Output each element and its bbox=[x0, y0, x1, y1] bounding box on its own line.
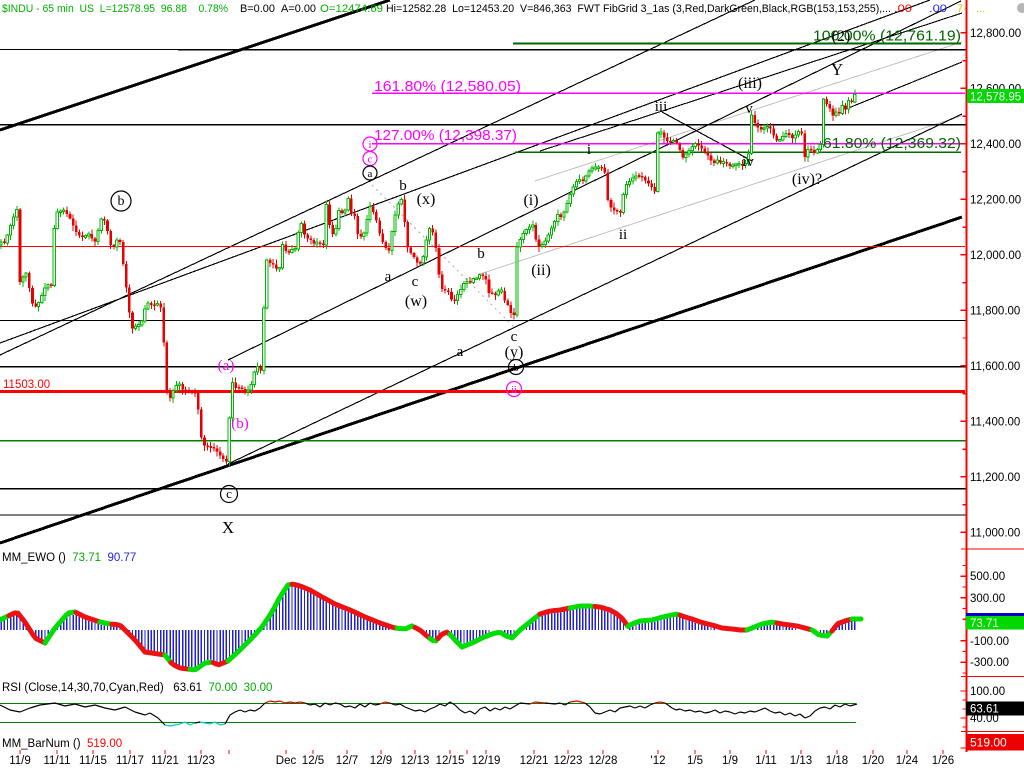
svg-text:7·: 7· bbox=[957, 3, 967, 15]
svg-text:12/23: 12/23 bbox=[554, 755, 583, 767]
svg-text:161.80% (12,580.05): 161.80% (12,580.05) bbox=[374, 78, 521, 95]
svg-text:12/7: 12/7 bbox=[336, 755, 358, 767]
svg-text:i: i bbox=[368, 139, 371, 151]
svg-text:12,000.00: 12,000.00 bbox=[970, 250, 1021, 262]
svg-text:a: a bbox=[457, 344, 464, 360]
svg-text:$INDU - 65 min US L=12578.95: $INDU - 65 min US L=12578.95 96.88 0.78% bbox=[2, 3, 228, 15]
svg-text:12/15: 12/15 bbox=[436, 755, 465, 767]
svg-text:MM_BarNum () 519.00: MM_BarNum () 519.00 bbox=[2, 738, 122, 750]
svg-text:1/5: 1/5 bbox=[687, 755, 703, 767]
svg-text:b: b bbox=[118, 194, 125, 209]
svg-text:1/9: 1/9 bbox=[722, 755, 738, 767]
svg-text:127.00% (12,398.37): 127.00% (12,398.37) bbox=[374, 127, 517, 144]
svg-text:12,800.00: 12,800.00 bbox=[970, 28, 1021, 40]
svg-text:11/11: 11/11 bbox=[43, 755, 70, 767]
svg-text:1/20: 1/20 bbox=[862, 755, 884, 767]
svg-text:12/13: 12/13 bbox=[401, 755, 430, 767]
svg-text:v: v bbox=[745, 101, 753, 117]
svg-text:61.80% (12,369.32): 61.80% (12,369.32) bbox=[823, 135, 961, 152]
svg-text:...: ... bbox=[976, 3, 985, 15]
svg-text:(a): (a) bbox=[218, 358, 235, 374]
svg-text:c: c bbox=[511, 329, 518, 345]
svg-text:c: c bbox=[226, 486, 232, 501]
svg-text:11/15: 11/15 bbox=[79, 755, 107, 767]
svg-text:12/21: 12/21 bbox=[520, 755, 549, 767]
svg-text:Hi=12582.28 Lo=12453.20 V=84: Hi=12582.28 Lo=12453.20 V=846,363 FWT Fi… bbox=[386, 3, 891, 15]
svg-text:(i): (i) bbox=[523, 192, 538, 209]
svg-text:(iii): (iii) bbox=[738, 75, 762, 92]
svg-text:(w): (w) bbox=[405, 293, 427, 310]
svg-text:.00: .00 bbox=[894, 3, 912, 15]
svg-text:b: b bbox=[477, 246, 485, 262]
svg-text:12/28: 12/28 bbox=[589, 755, 618, 767]
svg-text:11/23: 11/23 bbox=[187, 755, 215, 767]
svg-text:12/19: 12/19 bbox=[472, 755, 501, 767]
svg-text:ii: ii bbox=[619, 227, 627, 243]
svg-text:11,200.00: 11,200.00 bbox=[970, 472, 1020, 484]
svg-text:11,600.00: 11,600.00 bbox=[970, 361, 1020, 373]
svg-text:c: c bbox=[412, 274, 419, 290]
svg-text:MM_EWO () 73.71 90.77: MM_EWO () 73.71 90.77 bbox=[2, 552, 136, 564]
svg-text:12,400.00: 12,400.00 bbox=[970, 139, 1021, 151]
svg-text:b: b bbox=[399, 178, 407, 194]
svg-text:'12: '12 bbox=[651, 755, 666, 767]
svg-text:300.00: 300.00 bbox=[970, 593, 1005, 605]
svg-text:40.00: 40.00 bbox=[970, 713, 999, 725]
svg-text:(2): (2) bbox=[832, 28, 851, 45]
svg-text:1/11: 1/11 bbox=[755, 755, 777, 767]
svg-text:ii: ii bbox=[511, 385, 517, 396]
svg-text:X: X bbox=[222, 518, 234, 537]
svg-text:11,400.00: 11,400.00 bbox=[970, 416, 1020, 428]
svg-text:-300.00: -300.00 bbox=[970, 657, 1009, 669]
svg-text:100.00% (12,761.19): 100.00% (12,761.19) bbox=[813, 28, 961, 45]
svg-text:c: c bbox=[368, 154, 373, 166]
svg-text:73.71: 73.71 bbox=[970, 618, 999, 630]
svg-text:11,000.00: 11,000.00 bbox=[970, 527, 1020, 539]
svg-text:B=0.00 A=0.00: B=0.00 A=0.00 bbox=[240, 3, 316, 15]
svg-text:.00: .00 bbox=[929, 3, 947, 15]
svg-text:i: i bbox=[587, 142, 591, 158]
svg-text:11/9: 11/9 bbox=[9, 755, 31, 767]
svg-text:iv: iv bbox=[742, 154, 754, 170]
svg-text:500.00: 500.00 bbox=[970, 571, 1005, 583]
svg-text:a: a bbox=[368, 168, 373, 180]
svg-text:(y): (y) bbox=[505, 344, 524, 361]
svg-text:1/26: 1/26 bbox=[932, 755, 954, 767]
svg-text:(ii): (ii) bbox=[531, 262, 551, 279]
svg-text:-100.00: -100.00 bbox=[970, 636, 1009, 648]
svg-text:11/21: 11/21 bbox=[151, 755, 179, 767]
svg-text:12,200.00: 12,200.00 bbox=[970, 194, 1021, 206]
svg-text:(x): (x) bbox=[417, 191, 436, 208]
svg-text:(iv)?: (iv)? bbox=[792, 171, 822, 188]
svg-text:100.00: 100.00 bbox=[970, 686, 1005, 698]
svg-text:(b): (b) bbox=[231, 416, 249, 432]
svg-text:11503.00: 11503.00 bbox=[3, 379, 50, 391]
svg-text:iii: iii bbox=[655, 99, 668, 115]
svg-text:a: a bbox=[385, 269, 392, 285]
svg-text:12/9: 12/9 bbox=[370, 755, 392, 767]
svg-text:O=12474.69: O=12474.69 bbox=[320, 3, 383, 15]
svg-text:63.61: 63.61 bbox=[970, 704, 999, 716]
svg-text:11,800.00: 11,800.00 bbox=[970, 305, 1020, 317]
svg-text:1/13: 1/13 bbox=[790, 755, 812, 767]
svg-text:11/17: 11/17 bbox=[116, 755, 144, 767]
svg-text:1/18: 1/18 bbox=[826, 755, 848, 767]
svg-text:519.00: 519.00 bbox=[970, 736, 1007, 750]
svg-text:b: b bbox=[513, 362, 519, 374]
svg-text:1/24: 1/24 bbox=[896, 755, 919, 767]
svg-text:RSI (Close,14,30,70,Cyan,Red): RSI (Close,14,30,70,Cyan,Red) 63.61 70.0… bbox=[2, 682, 272, 694]
svg-text:12/5: 12/5 bbox=[302, 755, 324, 767]
svg-text:Dec: Dec bbox=[276, 755, 297, 767]
svg-text:12,578.95: 12,578.95 bbox=[970, 92, 1021, 104]
svg-text:Y: Y bbox=[831, 60, 843, 79]
